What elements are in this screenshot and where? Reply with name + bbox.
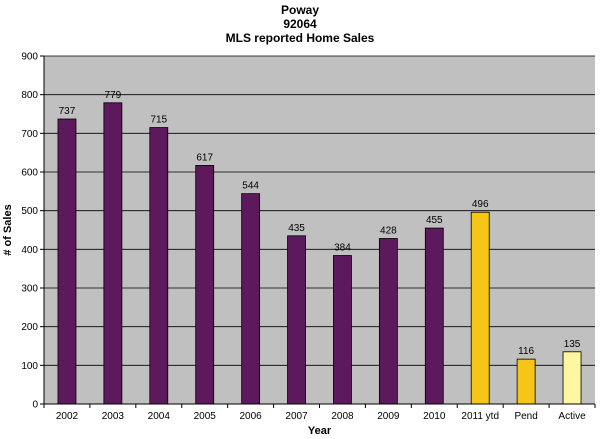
y-tick-label: 400 [21,245,38,256]
data-label: 428 [380,226,397,237]
y-tick-label: 800 [21,90,38,101]
y-tick-label: 200 [21,322,38,333]
bar-2009 [378,238,398,405]
x-tick-label: Active [558,411,586,422]
x-tick-label: 2008 [331,411,354,422]
y-tick-label: 500 [21,206,38,217]
chart-title-line-1: Poway [280,3,319,17]
y-tick-label: 700 [21,129,38,140]
bar-2008 [333,255,352,405]
bar-2011-ytd [470,211,490,405]
chart-title-line-3: MLS reported Home Sales [225,31,375,45]
y-axis-title: # of Sales [2,204,14,255]
bar-2005 [195,165,215,405]
bar-2004 [149,127,169,405]
x-tick-label: 2006 [240,411,263,422]
data-label: 737 [59,106,76,117]
y-tick-label: 900 [21,52,38,63]
gridlines [44,55,595,366]
y-tick-label: 600 [21,168,38,179]
bar-2006 [241,193,261,405]
chart-title-line-2: 92064 [283,17,317,31]
x-tick-label: Pend [514,411,537,422]
data-label: 779 [105,90,122,101]
x-tick-label: 2003 [102,411,125,422]
x-tick-label: 2007 [285,411,308,422]
x-tick-label: 2011 ytd [461,411,499,422]
y-tick-label: 100 [21,361,38,372]
y-tick-label: 300 [21,284,38,295]
bar-2010 [424,227,444,405]
x-tick-label: 2009 [377,411,400,422]
bar-2002 [57,118,77,405]
x-tick-label: 2010 [423,411,446,422]
data-labels: 737 779 715 617 544 435 384 428 455 496 116 135 [59,90,581,357]
data-label: 544 [242,181,259,192]
data-label: 384 [334,243,351,254]
x-tick-label: 2002 [56,411,79,422]
bar-2003 [103,102,123,405]
data-label: 116 [518,346,534,357]
x-tick-label: 2004 [148,411,171,422]
bar-active [562,351,582,405]
data-label: 435 [288,223,305,234]
y-tick-label: 0 [32,400,38,411]
data-label: 496 [472,199,489,210]
bar-2007 [287,235,306,405]
data-label: 715 [150,115,167,126]
data-label: 135 [564,339,581,350]
bar-pend [516,358,536,405]
plot-area [44,56,595,404]
data-label: 617 [196,152,213,163]
x-tick-label: 2005 [194,411,217,422]
data-label: 455 [426,215,443,226]
x-axis-title: Year [308,425,332,437]
axes: 0 100 200 300 400 500 600 700 800 900 2002 2003 2004… [21,52,596,422]
